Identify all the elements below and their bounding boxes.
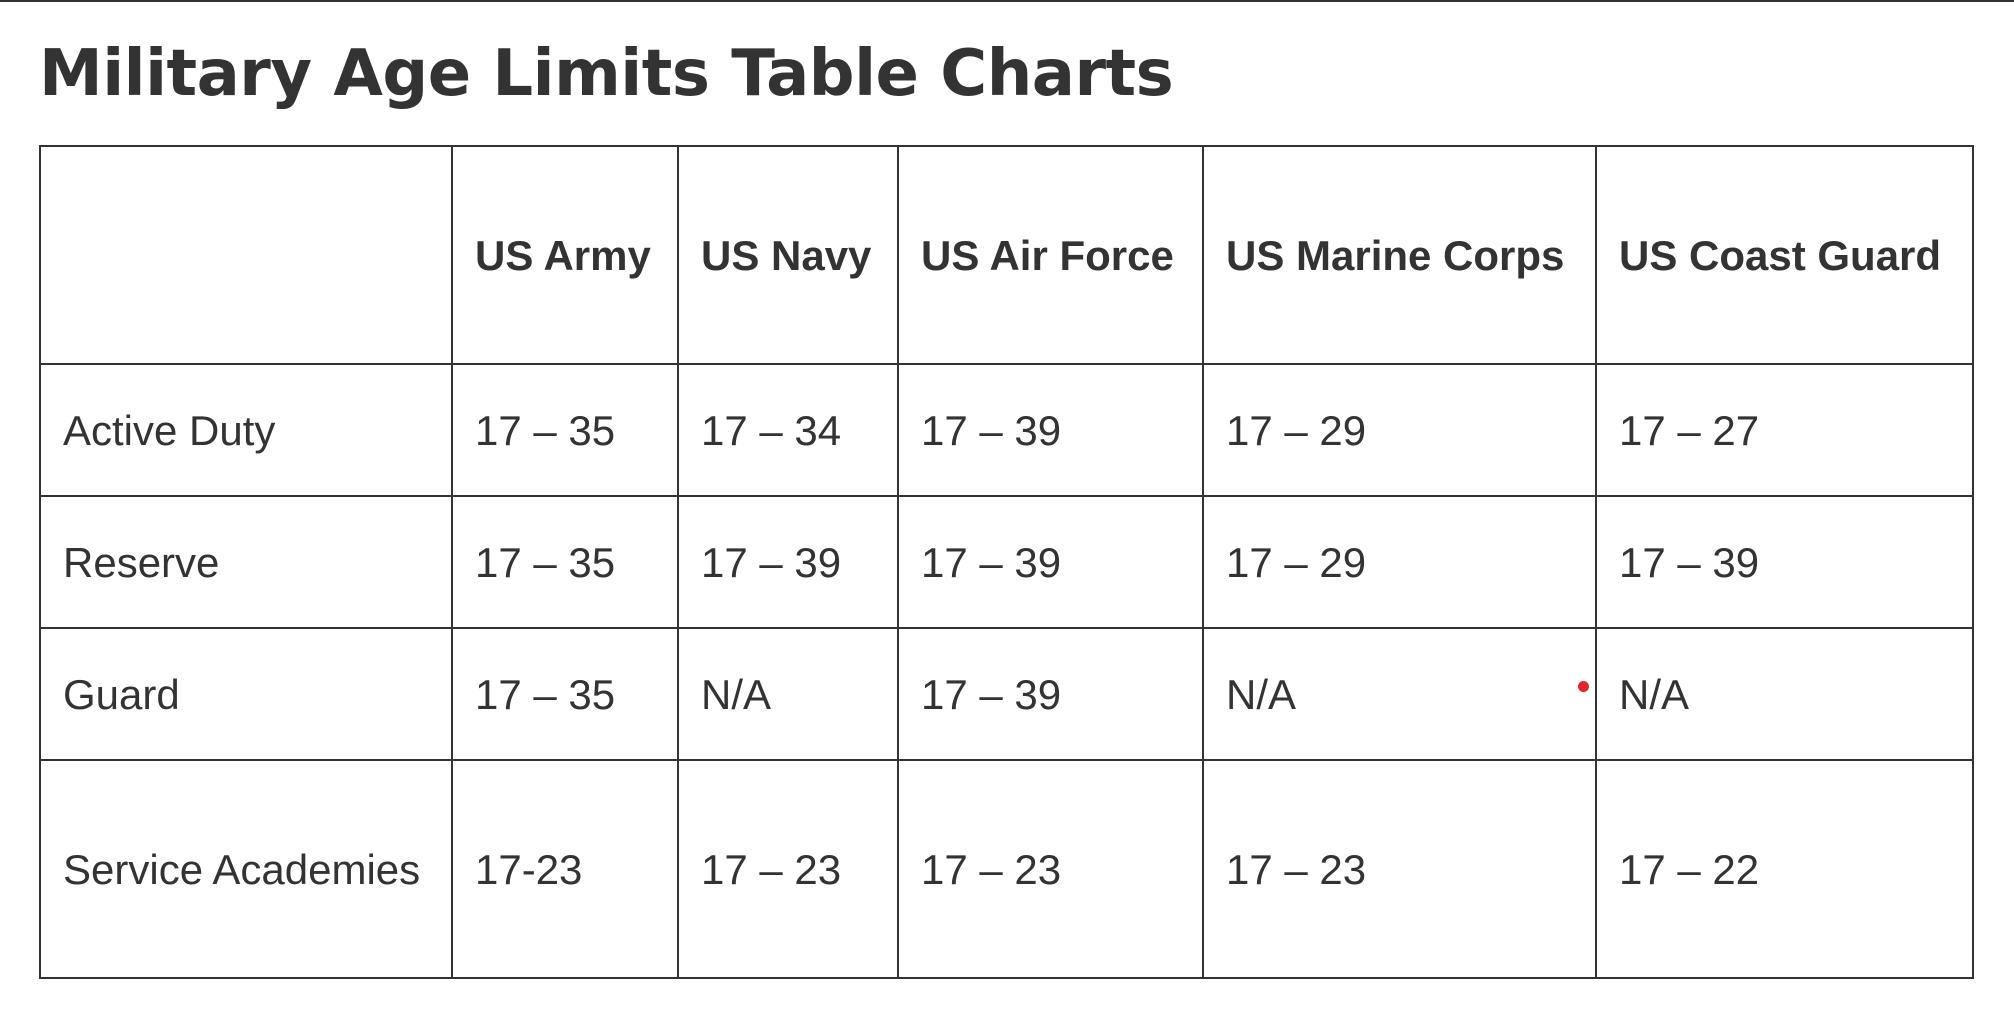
- table-cell: 17 – 39: [677, 495, 899, 629]
- table-cell: 17 – 27: [1595, 363, 1974, 497]
- table-cell: 17 – 39: [897, 495, 1204, 629]
- table-cell: 17 – 23: [897, 759, 1204, 979]
- header-us-army: US Army: [451, 145, 679, 365]
- table-cell: 17 – 35: [451, 363, 679, 497]
- table-cell: 17-23: [451, 759, 679, 979]
- table-cell: 17 – 23: [677, 759, 899, 979]
- top-rule: [0, 0, 2014, 2]
- table-cell: 17 – 29: [1202, 363, 1597, 497]
- page-title: Military Age Limits Table Charts: [39, 37, 1174, 111]
- header-us-marine-corps: US Marine Corps: [1202, 145, 1597, 365]
- table-cell: 17 – 39: [1595, 495, 1974, 629]
- table-cell: N/A: [1595, 627, 1974, 761]
- table-cell: 17 – 23: [1202, 759, 1597, 979]
- table-row: Guard 17 – 35 N/A 17 – 39 N/A N/A: [39, 627, 1974, 761]
- table-cell: 17 – 34: [677, 363, 899, 497]
- table-cell: 17 – 22: [1595, 759, 1974, 979]
- header-us-navy: US Navy: [677, 145, 899, 365]
- header-corner-cell: [39, 145, 453, 365]
- red-dot-marker: [1578, 681, 1589, 692]
- table-cell: 17 – 35: [451, 495, 679, 629]
- row-label: Active Duty: [39, 363, 453, 497]
- table-cell: 17 – 39: [897, 363, 1204, 497]
- table-header-row: US Army US Navy US Air Force US Marine C…: [39, 145, 1974, 365]
- row-label: Service Academies: [39, 759, 453, 979]
- table-cell: N/A: [677, 627, 899, 761]
- table-cell: 17 – 35: [451, 627, 679, 761]
- table-cell: 17 – 39: [897, 627, 1204, 761]
- row-label: Reserve: [39, 495, 453, 629]
- table-cell: N/A: [1202, 627, 1597, 761]
- table-row: Service Academies 17-23 17 – 23 17 – 23 …: [39, 759, 1974, 979]
- table-row: Active Duty 17 – 35 17 – 34 17 – 39 17 –…: [39, 363, 1974, 497]
- table-row: Reserve 17 – 35 17 – 39 17 – 39 17 – 29 …: [39, 495, 1974, 629]
- row-label: Guard: [39, 627, 453, 761]
- header-us-coast-guard: US Coast Guard: [1595, 145, 1974, 365]
- table-cell: 17 – 29: [1202, 495, 1597, 629]
- header-us-air-force: US Air Force: [897, 145, 1204, 365]
- age-limits-table: US Army US Navy US Air Force US Marine C…: [39, 145, 1974, 979]
